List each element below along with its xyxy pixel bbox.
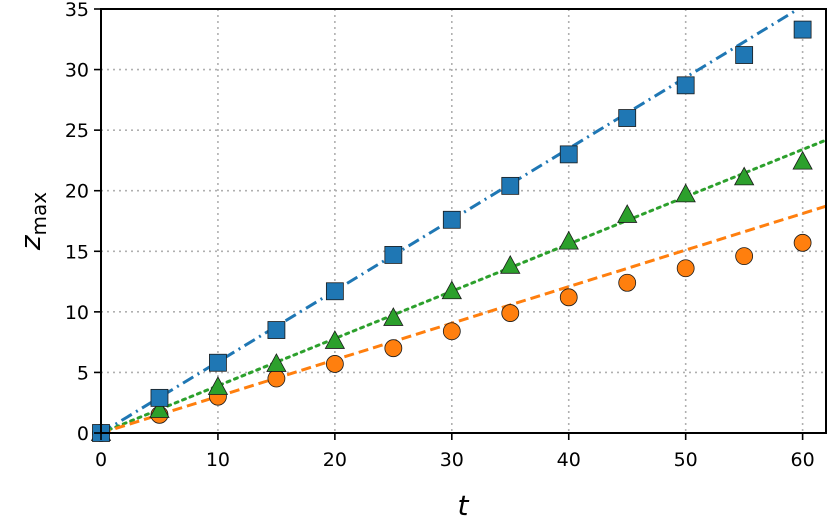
data-point-triangle <box>792 150 813 170</box>
data-point-circle <box>735 247 754 266</box>
fit-line-dotted <box>99 138 828 435</box>
x-tick-label: 0 <box>95 449 107 471</box>
data-point-circle <box>618 273 637 292</box>
data-point-triangle <box>149 399 170 418</box>
data-point-square <box>384 246 403 264</box>
data-point-square <box>267 321 286 339</box>
data-point-square <box>209 353 227 372</box>
y-tick-label: 5 <box>77 362 89 384</box>
data-point-circle <box>442 322 461 341</box>
data-point-square <box>735 46 754 64</box>
data-point-triangle <box>733 166 755 186</box>
x-axis-label: t <box>458 489 470 521</box>
x-tick-label: 30 <box>440 449 464 471</box>
y-axis-label-sub: max <box>27 192 51 236</box>
y-axis-label-main: z <box>14 234 47 251</box>
data-point-triangle <box>500 254 521 274</box>
data-point-circle <box>501 304 520 322</box>
y-tick-label: 20 <box>65 181 89 203</box>
data-point-triangle <box>675 183 696 203</box>
data-point-circle <box>267 369 286 388</box>
data-point-triangle <box>558 230 579 250</box>
data-point-circle <box>676 259 695 278</box>
data-point-square <box>793 20 812 39</box>
data-point-square <box>501 176 520 195</box>
x-tick-label: 10 <box>206 449 230 471</box>
y-tick-label: 15 <box>65 241 89 263</box>
data-point-circle <box>325 355 344 373</box>
data-point-square <box>150 388 169 407</box>
x-tick-label: 60 <box>791 449 815 471</box>
data-point-square <box>618 109 637 127</box>
data-point-circle <box>384 339 403 358</box>
x-tick-label: 40 <box>557 449 581 471</box>
data-point-square <box>676 76 695 95</box>
data-point-triangle <box>266 353 287 372</box>
data-point-square <box>325 282 344 301</box>
axes: 0 10 20 30 40 50 60 0 5 10 15 20 25 30 35 <box>65 0 827 471</box>
y-tick-label: 10 <box>65 302 89 324</box>
data-point-triangle <box>441 280 462 300</box>
x-tick-label: 20 <box>323 449 347 471</box>
y-tick-label: 35 <box>65 0 89 21</box>
axis-labels: t zmax <box>14 192 470 521</box>
x-tick-label: 50 <box>674 449 698 471</box>
y-tick-label: 25 <box>65 120 89 142</box>
data-point-triangle <box>617 204 638 223</box>
data-point-triangle <box>207 376 229 395</box>
y-tick-label: 0 <box>77 423 89 445</box>
y-tick-label: 30 <box>65 60 89 82</box>
data-point-triangle <box>383 307 404 326</box>
data-point-triangle <box>324 330 346 349</box>
data-point-circle <box>559 288 578 307</box>
y-axis-label: zmax <box>14 192 51 251</box>
data-point-circle <box>793 233 812 252</box>
data-point-square <box>442 210 461 229</box>
data-point-square <box>559 145 578 164</box>
plot-frame <box>100 8 827 434</box>
